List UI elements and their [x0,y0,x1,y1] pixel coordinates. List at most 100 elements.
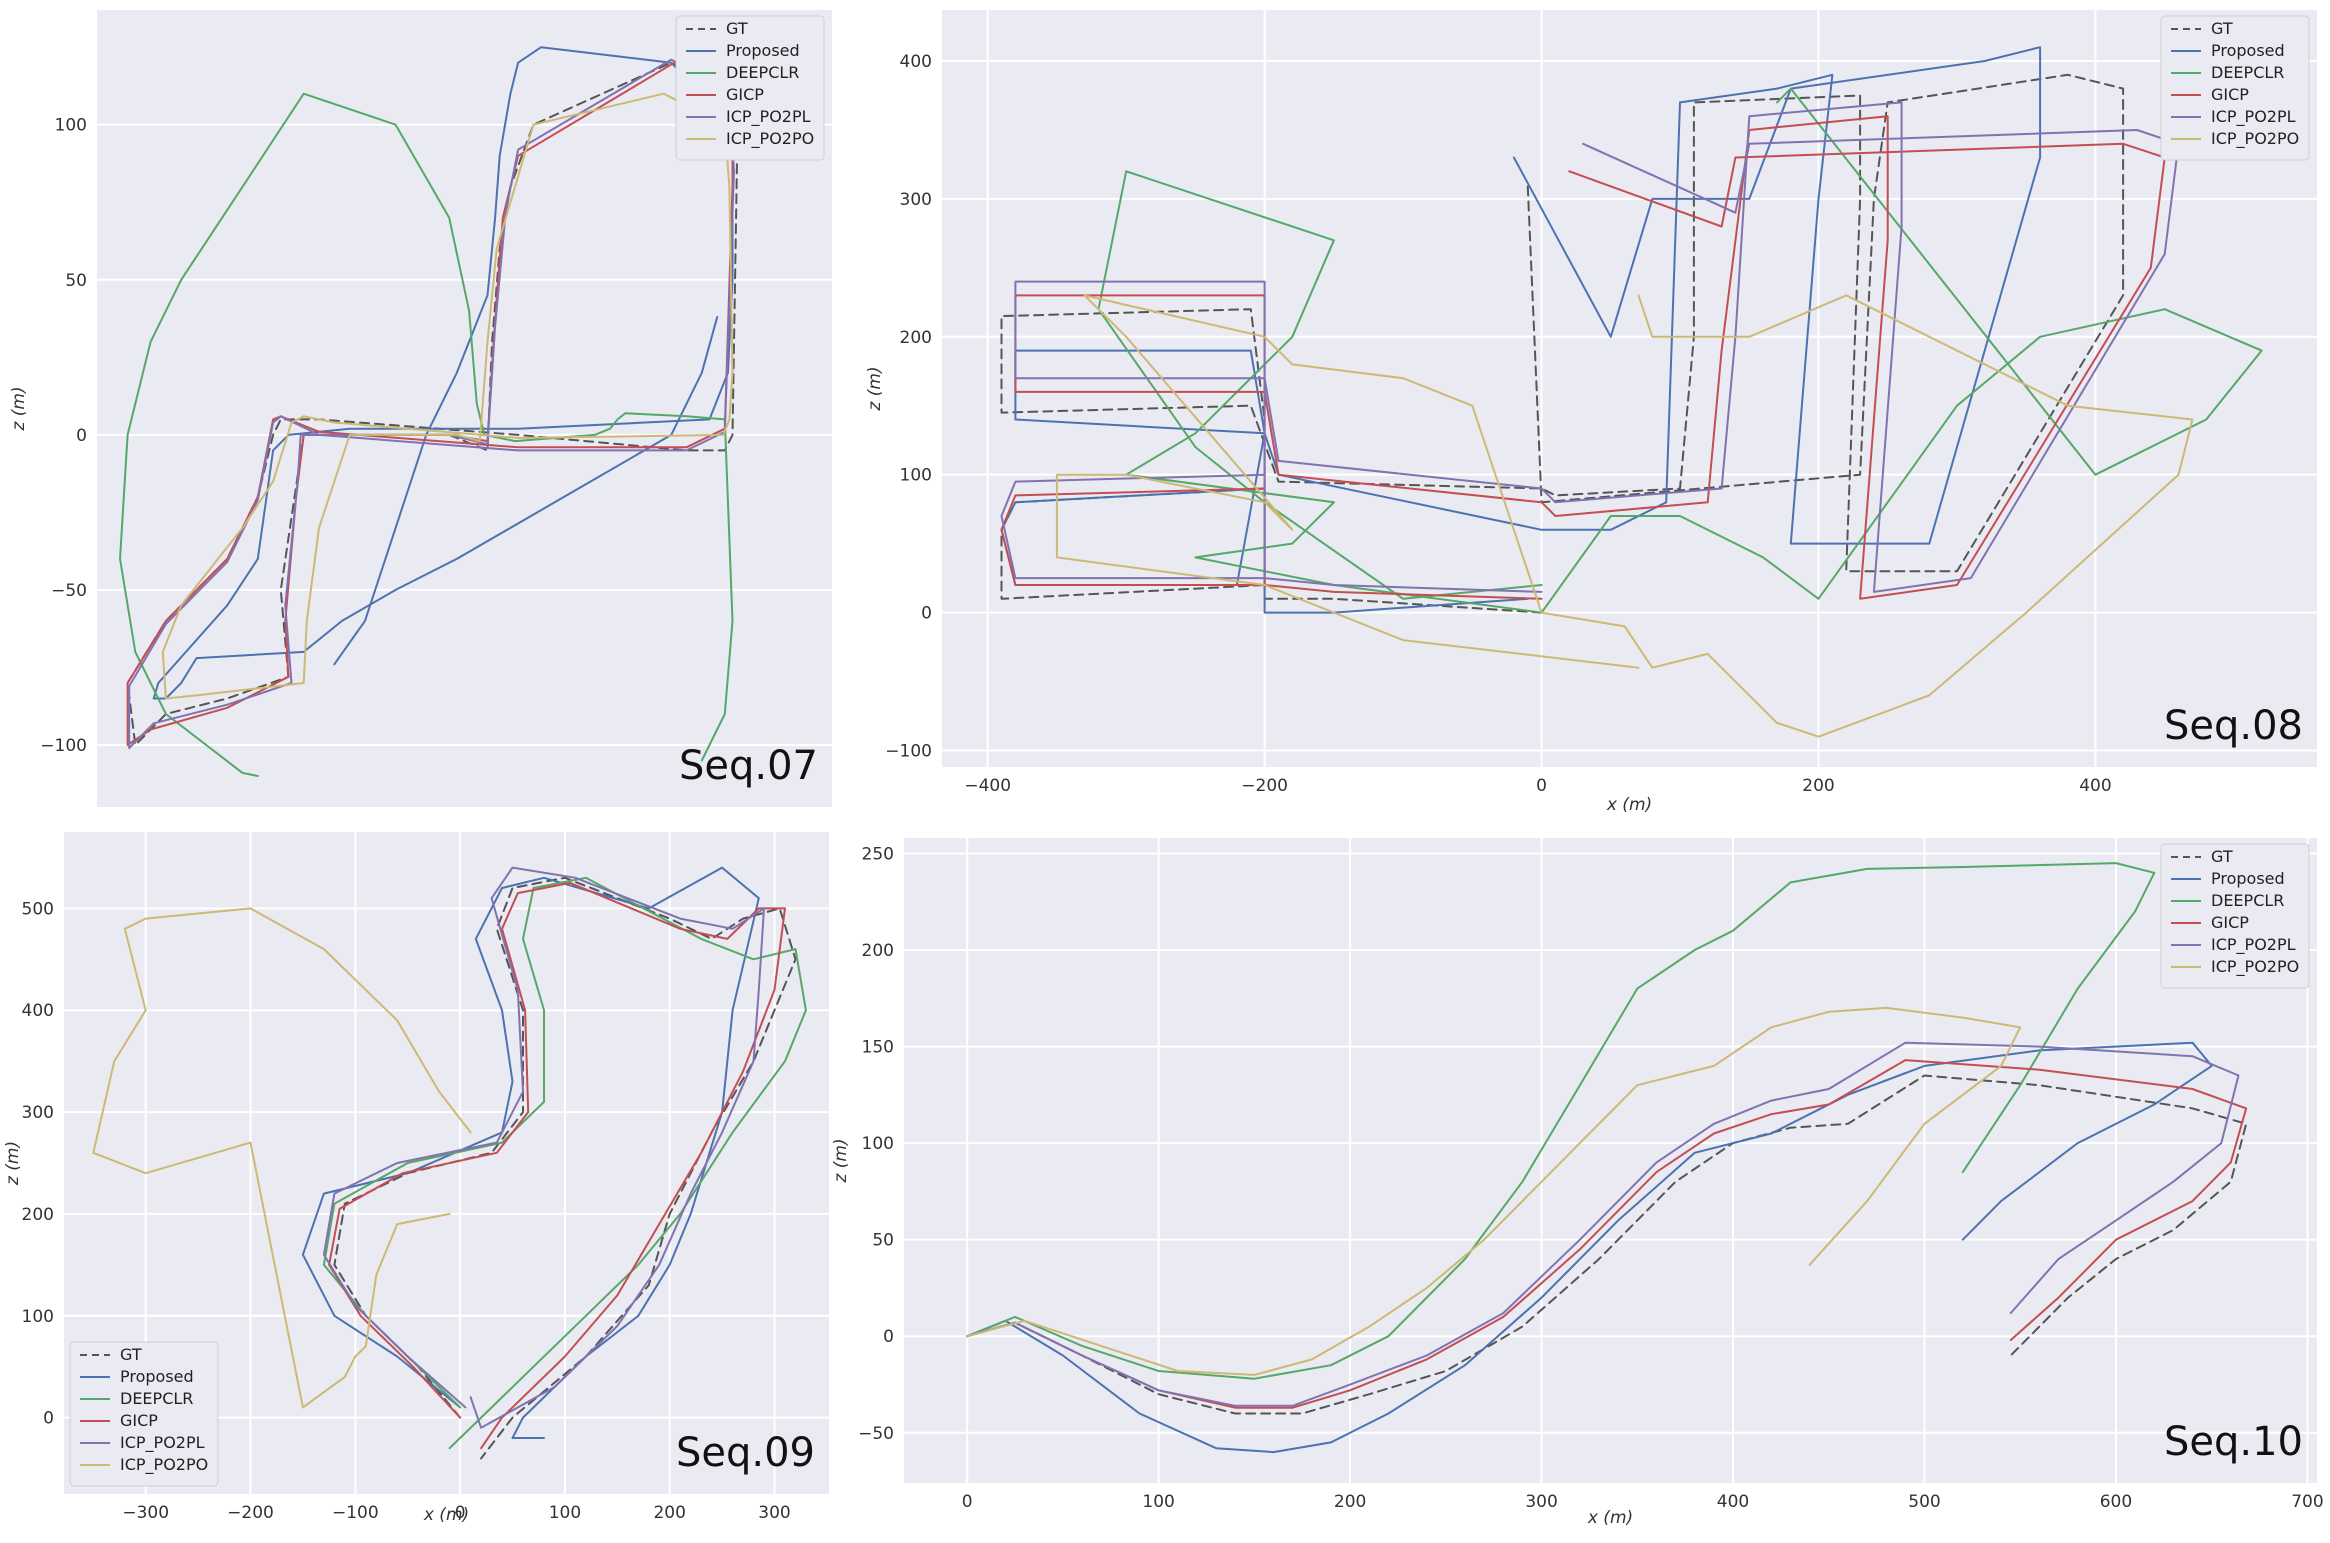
y-tick-label: 50 [65,271,87,291]
sequence-label: Seq.10 [2164,1419,2303,1465]
legend-label: Proposed [2211,869,2285,888]
y-tick-label: 150 [862,1038,894,1058]
legend-label: GICP [120,1411,158,1430]
series-group [119,46,739,777]
y-tick-label: 100 [862,1134,894,1154]
series-icp-po2po [161,92,734,700]
y-tick-label: 50 [872,1231,894,1251]
x-tick-label: 200 [653,1503,685,1523]
series-icp-po2pl [1000,101,2180,593]
grid [904,838,2317,1483]
x-axis-label: x (m) [1587,1508,1633,1528]
y-tick-label: 250 [862,844,894,864]
x-axis-label: x (m) [1606,795,1652,815]
x-tick-label: 0 [962,1492,973,1512]
legend-label: GICP [2211,85,2249,104]
x-tick-label: 100 [549,1503,581,1523]
y-tick-label: 200 [22,1205,54,1225]
x-tick-label: 500 [1908,1492,1940,1512]
legend-label: DEEPCLR [2211,63,2284,82]
legend-label: ICP_PO2PL [2211,935,2296,955]
legend-label: Proposed [120,1367,194,1386]
x-tick-label: 200 [1334,1492,1366,1512]
series-deepclr [966,862,2156,1380]
y-tick-label: −100 [885,741,932,761]
legend-label: Proposed [2211,41,2285,60]
series-icp-po2po [966,1006,2022,1376]
legend-label: DEEPCLR [726,63,799,82]
x-tick-label: −100 [332,1503,379,1523]
legend-label: ICP_PO2PO [2211,129,2299,149]
legend-label: DEEPCLR [2211,891,2284,910]
legend-label: ICP_PO2PL [120,1433,205,1453]
legend-label: ICP_PO2PO [120,1455,208,1475]
plot-area [904,838,2317,1483]
x-tick-label: −200 [1241,776,1288,796]
y-axis-label: z (m) [3,1141,23,1186]
y-tick-label: 100 [55,116,87,136]
x-tick-label: 600 [2100,1492,2132,1512]
x-tick-label: −300 [122,1503,169,1523]
x-tick-label: 400 [1717,1492,1749,1512]
series-group [1000,46,2263,738]
legend-label: ICP_PO2PL [2211,107,2296,127]
x-tick-label: 200 [1802,776,1834,796]
series-proposed [152,46,734,700]
y-tick-label: 0 [76,426,87,446]
chart-panel-1: −100 −50 0 50 100 z (m) Seq.07 GT Proposed DEEPCL… [9,10,832,807]
x-tick-label: 300 [1525,1492,1557,1512]
x-tick-label: 700 [2291,1492,2323,1512]
x-tick-label: −400 [964,776,1011,796]
series-gicp [328,881,786,1450]
y-tick-label: 200 [862,941,894,961]
legend-label: GT [2211,19,2233,38]
x-tick-label: 100 [1142,1492,1174,1512]
sequence-label: Seq.07 [679,743,818,789]
y-tick-label: 400 [900,52,932,72]
plot-area [942,10,2317,767]
y-tick-label: −100 [40,736,87,756]
x-axis-label: x (m) [423,1505,469,1525]
series-group [92,866,807,1460]
legend-label: GICP [2211,913,2249,932]
y-tick-label: −50 [51,581,87,601]
x-tick-label: −200 [227,1503,274,1523]
series-group [966,862,2248,1454]
chart-panel-4: 0 100 200 300 400 500 600 700 −50 0 50 100 150 200 250… [831,838,2324,1528]
chart-panel-2: −400 −200 0 200 400 −100 0 100 200 300 400 z (m) x (… [865,10,2317,815]
y-axis-label: z (m) [9,386,29,431]
y-tick-label: 400 [22,1001,54,1021]
y-tick-label: 0 [883,1327,894,1347]
legend-label: GT [2211,847,2233,866]
series-deepclr [1097,87,2263,614]
series-icp-po2pl [322,866,765,1429]
series-deepclr [119,92,734,777]
legend-label: Proposed [726,41,800,60]
legend-label: ICP_PO2PO [726,129,814,149]
y-axis-label: z (m) [865,366,885,411]
x-tick-label: 0 [455,1503,466,1523]
y-tick-label: 100 [22,1307,54,1327]
chart-panel-3: −300 −200 −100 0 100 200 300 0 100 200 300 400 500 z … [3,832,829,1525]
series-icp-po2po [1055,294,2194,738]
y-tick-label: −50 [858,1424,894,1444]
y-tick-label: 0 [43,1409,54,1429]
y-tick-label: 500 [22,899,54,919]
sequence-label: Seq.09 [676,1430,815,1476]
sequence-label: Seq.08 [2164,703,2303,749]
legend-label: GICP [726,85,764,104]
y-tick-label: 0 [921,604,932,624]
x-tick-label: 400 [2079,776,2111,796]
series-gicp [1000,115,2166,600]
series-icp-po2po [92,907,472,1409]
legend-label: GT [726,19,748,38]
series-gicp [966,1059,2248,1409]
y-tick-label: 200 [900,328,932,348]
y-tick-label: 100 [900,466,932,486]
legend-label: GT [120,1345,142,1364]
x-tick-label: 300 [758,1503,790,1523]
